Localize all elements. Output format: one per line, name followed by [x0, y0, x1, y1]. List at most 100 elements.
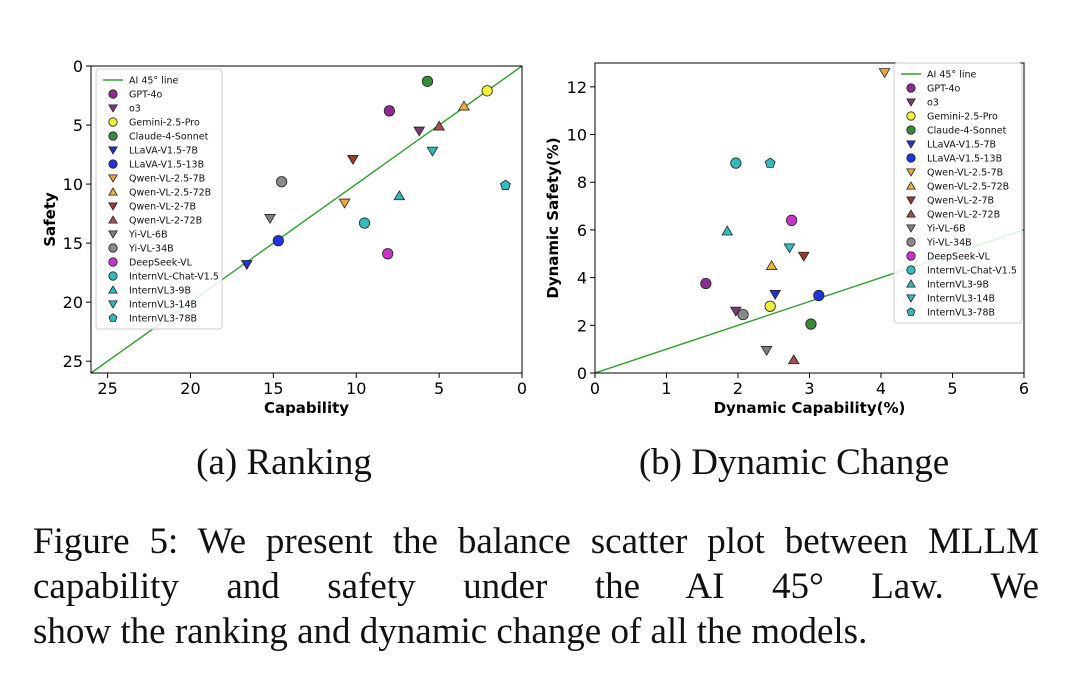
legend-marker-qwen-vl-2-7b — [906, 196, 916, 205]
legend-label: Claude-4-Sonnet — [129, 132, 209, 143]
legend-marker-deepseek-vl — [906, 251, 916, 261]
x-tick-label: 10 — [346, 379, 366, 398]
legend-marker-claude-4-sonnet — [906, 125, 916, 135]
legend-marker-yi-vl-6b — [108, 230, 118, 239]
legend-label: Qwen-VL-2.5-7B — [927, 168, 1003, 179]
point-internvl3-78b — [764, 157, 776, 168]
point-yi-vl-34b — [276, 176, 288, 188]
point-internvl3-14b — [426, 146, 439, 157]
legend-marker-internvl3-78b — [906, 307, 916, 316]
y-tick-label: 0 — [577, 364, 587, 383]
point-internvl3-9b — [721, 225, 734, 236]
point-deepseek-vl — [786, 214, 798, 226]
legend-label: LLaVA-V1.5-13B — [129, 160, 204, 171]
caption-line-3: show the ranking and dynamic change of a… — [33, 611, 868, 652]
point-internvl3-9b — [393, 190, 406, 201]
legend-label: InternVL3-9B — [129, 286, 191, 297]
point-llava-v1-5-7b — [769, 290, 782, 301]
legend-label: Qwen-VL-2-72B — [927, 210, 1000, 221]
legend-marker-gpt-4o — [108, 89, 118, 99]
legend-label: LLaVA-V1.5-7B — [129, 146, 198, 157]
legend-marker-internvl3-14b — [108, 300, 118, 309]
point-qwen-vl-2-5-7b — [878, 68, 891, 79]
x-axis-label: Dynamic Capability(%) — [714, 399, 906, 417]
legend-marker-llava-v1-5-7b — [906, 140, 916, 149]
point-gemini-2-5-pro — [764, 300, 776, 312]
y-axis-label: Dynamic Safety(%) — [544, 137, 562, 298]
y-tick-label: 10 — [567, 126, 587, 145]
axes-frame — [90, 65, 523, 374]
point-qwen-vl-2-7b — [347, 154, 359, 166]
legend-marker-internvl-chat-v1-5 — [108, 271, 118, 281]
x-tick-label: 1 — [661, 379, 671, 398]
legend-label: Yi-VL-34B — [128, 244, 174, 255]
y-tick-label: 0 — [73, 57, 83, 76]
legend-label: Qwen-VL-2-72B — [129, 216, 202, 227]
x-tick-label: 3 — [804, 379, 814, 398]
legend-label: Qwen-VL-2-7B — [927, 196, 994, 207]
y-tick-label: 10 — [63, 175, 83, 194]
legend-marker-qwen-vl-2-72b — [108, 215, 118, 224]
legend-label: DeepSeek-VL — [927, 252, 991, 263]
point-llava-v1-5-13b — [272, 235, 284, 247]
point-qwen-vl-2-7b — [797, 251, 810, 262]
legend-label: LLaVA-V1.5-7B — [927, 140, 996, 151]
x-tick-label: 15 — [263, 379, 283, 398]
legend-marker-llava-v1-5-13b — [906, 153, 916, 163]
point-yi-vl-6b — [760, 346, 773, 357]
point-yi-vl-6b — [264, 214, 276, 225]
figure-caption: Figure 5: We present the balance scatter… — [33, 519, 1039, 654]
legend-marker-yi-vl-34b — [108, 243, 118, 253]
legend-label: Gemini-2.5-Pro — [129, 118, 200, 129]
point-internvl3-78b — [500, 179, 511, 190]
y-tick-label: 25 — [63, 352, 83, 371]
legend-marker-internvl3-78b — [108, 313, 118, 322]
point-claude-4-sonnet — [421, 75, 434, 87]
legend-marker-qwen-vl-2-7b — [108, 202, 118, 211]
legend-marker-qwen-vl-2-72b — [906, 209, 916, 218]
legend-marker-o3 — [108, 104, 118, 113]
legend-label: Qwen-VL-2-7B — [129, 202, 196, 213]
caption-line-2-start: MLLM capability and safety under the AI — [33, 521, 1040, 607]
subcaption-b: (b) Dynamic Change — [639, 442, 949, 483]
point-o3 — [413, 126, 426, 137]
point-qwen-vl-2-72b — [787, 354, 800, 365]
legend-label: Yi-VL-6B — [926, 224, 966, 235]
y-tick-label: 12 — [567, 78, 587, 97]
x-tick-label: 25 — [97, 379, 117, 398]
legend-marker-gemini-2-5-pro — [108, 117, 118, 127]
point-llava-v1-5-13b — [813, 289, 825, 302]
point-qwen-vl-2-5-72b — [765, 259, 778, 270]
legend-label: InternVL3-14B — [129, 300, 197, 311]
caption-line-1: Figure 5: We present the balance scatter… — [33, 521, 909, 562]
legend-marker-internvl3-9b — [906, 279, 916, 288]
legend-label: o3 — [927, 98, 939, 109]
legend-marker-qwen-vl-2-5-72b — [906, 181, 916, 190]
legend-label: AI 45° line — [129, 76, 178, 87]
x-axis-label: Capability — [264, 399, 349, 417]
legend-label: LLaVA-V1.5-13B — [927, 154, 1002, 165]
x-tick-label: 6 — [1019, 379, 1029, 398]
legend-label: InternVL-Chat-V1.5 — [927, 266, 1017, 277]
caption-line-2-degree: ° — [808, 566, 824, 607]
caption-line-2-number: 45 — [771, 566, 809, 607]
point-internvl-chat-v1-5 — [358, 217, 371, 229]
y-tick-label: 6 — [577, 221, 587, 240]
point-deepseek-vl — [382, 248, 394, 260]
legend-label: Qwen-VL-2.5-72B — [129, 188, 211, 199]
legend-marker-internvl-chat-v1-5 — [906, 265, 916, 275]
legend-label: Yi-VL-6B — [128, 230, 168, 241]
x-tick-label: 5 — [947, 379, 957, 398]
legend-marker-o3 — [906, 98, 916, 107]
legend-label: GPT-4o — [927, 84, 960, 95]
point-claude-4-sonnet — [805, 318, 817, 330]
y-tick-label: 2 — [577, 316, 587, 335]
point-qwen-vl-2-5-72b — [458, 100, 470, 111]
x-tick-label: 0 — [590, 379, 600, 398]
point-yi-vl-34b — [737, 308, 749, 321]
legend-label: InternVL3-78B — [129, 314, 197, 325]
y-tick-label: 5 — [73, 116, 83, 135]
x-tick-label: 5 — [434, 379, 444, 398]
